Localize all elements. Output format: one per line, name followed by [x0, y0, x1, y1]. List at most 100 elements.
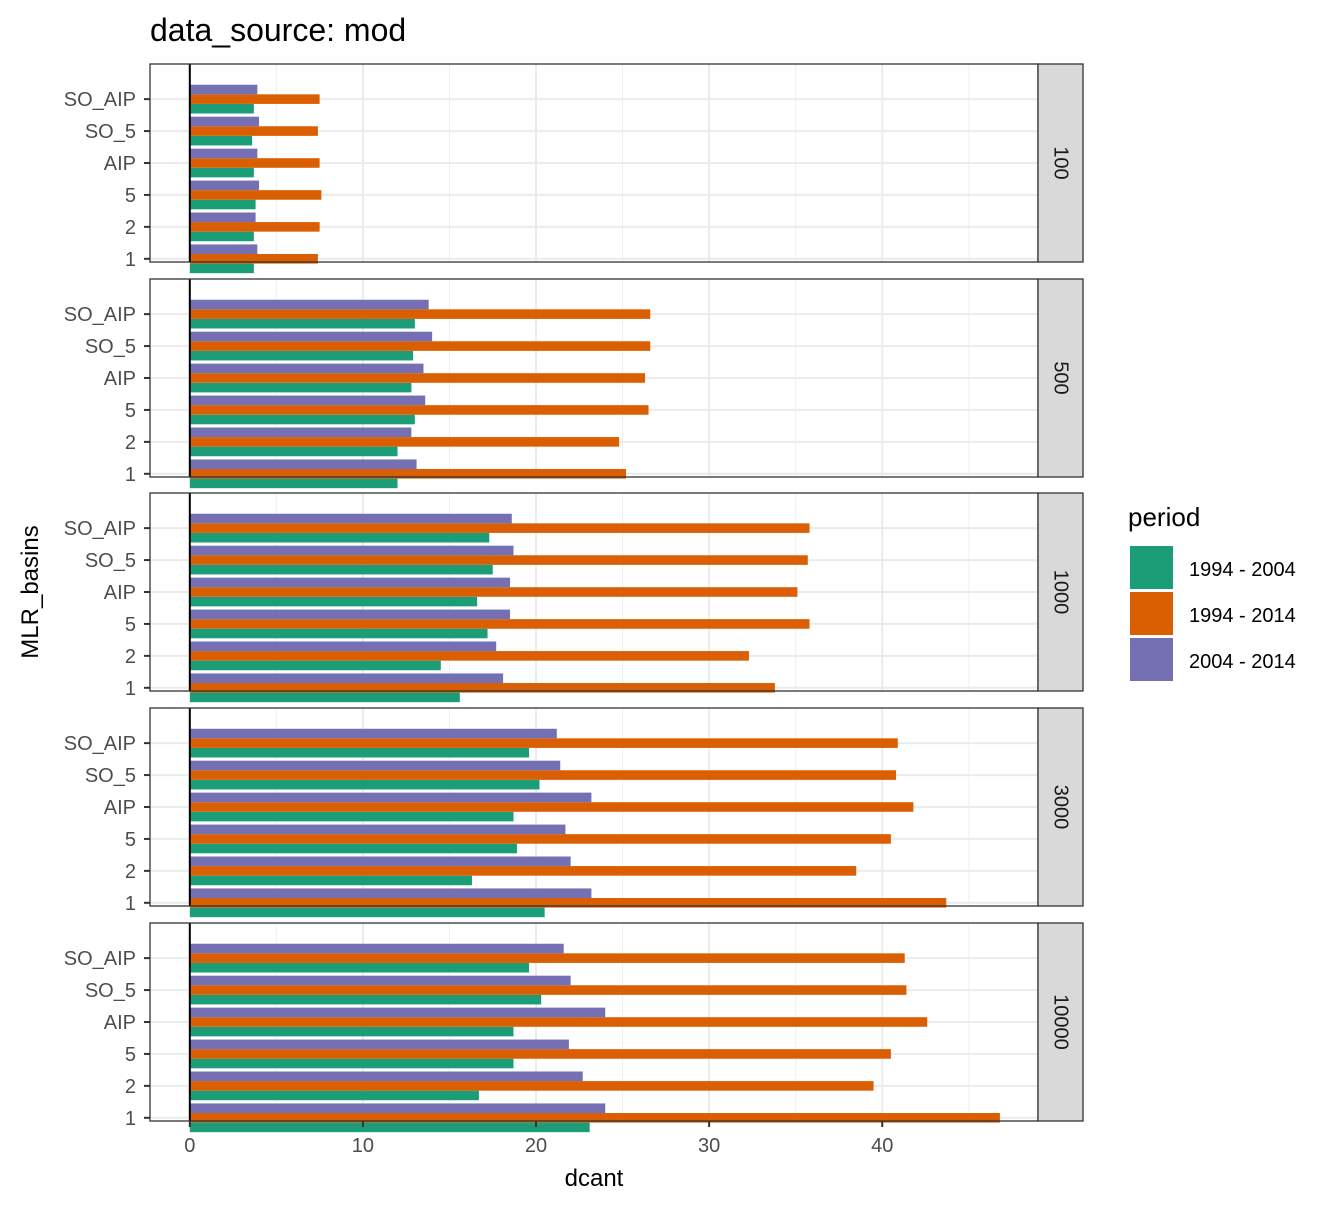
bar-10000-1-1994-2014	[189, 1113, 1000, 1123]
y-tick-label: AIP	[104, 153, 136, 175]
y-axis-label: MLR_basins	[17, 525, 44, 658]
bar-10000-2-1994-2014	[189, 1081, 874, 1091]
bar-1000-2-1994-2014	[189, 651, 749, 661]
bar-3000-so-aip-1994-2004	[189, 747, 530, 758]
x-axis: 0 10 20 30 40	[184, 1121, 893, 1157]
bar-3000-2-2004-2014	[189, 856, 571, 867]
y-tick-label: SO_AIP	[64, 89, 136, 111]
bar-1000-so-5-1994-2014	[189, 555, 808, 565]
bar-3000-2-1994-2004	[189, 875, 472, 886]
y-tick-label: AIP	[104, 582, 136, 604]
bar-500-5-1994-2004	[189, 414, 415, 425]
bar-10000-5-2004-2014	[189, 1039, 569, 1050]
x-tick-label: 30	[698, 1135, 720, 1157]
bar-1000-1-1994-2004	[189, 692, 460, 703]
legend-title: period	[1128, 502, 1200, 532]
bar-1000-so-aip-1994-2004	[189, 532, 490, 543]
bar-1000-aip-1994-2004	[189, 596, 478, 607]
bar-10000-aip-2004-2014	[189, 1007, 606, 1018]
bar-10000-aip-1994-2004	[189, 1026, 514, 1037]
legend-key-1994-2014	[1130, 592, 1173, 635]
bar-1000-2-1994-2004	[189, 660, 441, 671]
bar-500-so-5-1994-2014	[189, 341, 651, 351]
bar-100-5-1994-2014	[189, 190, 322, 200]
bar-100-5-2004-2014	[189, 180, 260, 191]
bar-3000-5-1994-2004	[189, 843, 517, 854]
bar-500-aip-2004-2014	[189, 363, 424, 374]
bar-500-5-2004-2014	[189, 395, 426, 406]
bar-100-so-5-2004-2014	[189, 116, 260, 127]
y-tick-label: 5	[125, 614, 136, 636]
bar-1000-so-aip-1994-2014	[189, 523, 810, 533]
bar-100-so-aip-2004-2014	[189, 84, 258, 95]
y-tick-label: SO_5	[85, 550, 136, 572]
bar-500-aip-1994-2014	[189, 373, 646, 383]
legend-key-1994-2004	[1130, 546, 1173, 589]
bar-500-so-aip-1994-2014	[189, 309, 651, 319]
bar-100-so-aip-1994-2004	[189, 103, 254, 114]
facet-panel-10000: SO_AIP SO_5 AIP 5 2 1 10000	[64, 922, 1084, 1133]
facet-strip-label: 500	[1050, 361, 1072, 394]
bar-10000-so-aip-1994-2004	[189, 962, 530, 973]
y-tick-label: 5	[125, 829, 136, 851]
bar-500-1-1994-2004	[189, 478, 398, 489]
legend-label-1994-2004: 1994 - 2004	[1189, 559, 1296, 581]
bar-500-2-1994-2004	[189, 446, 398, 457]
bar-500-so-aip-2004-2014	[189, 299, 429, 310]
chart-title: data_source: mod	[150, 12, 406, 48]
bar-3000-so-aip-1994-2014	[189, 738, 898, 748]
facet-panel-500: SO_AIP SO_5 AIP 5 2 1 500	[64, 278, 1084, 489]
facet-strip	[1037, 707, 1084, 907]
y-tick-label: SO_5	[85, 765, 136, 787]
bar-1000-5-1994-2004	[189, 628, 488, 639]
bar-10000-1-1994-2004	[189, 1122, 590, 1133]
bar-100-1-1994-2004	[189, 263, 254, 274]
legend-label-2004-2014: 2004 - 2014	[1189, 651, 1296, 673]
y-tick-label: 5	[125, 185, 136, 207]
facet-strip	[1037, 63, 1084, 263]
bar-10000-so-5-2004-2014	[189, 975, 571, 986]
bar-3000-1-1994-2004	[189, 907, 545, 918]
bar-100-so-5-1994-2014	[189, 126, 318, 136]
bar-1000-1-2004-2014	[189, 673, 504, 684]
bar-10000-so-5-1994-2014	[189, 985, 907, 995]
legend: period 1994 - 2004 1994 - 2014 2004 - 2014	[1128, 502, 1296, 681]
bar-100-so-5-1994-2004	[189, 135, 253, 146]
y-tick-label: 2	[125, 217, 136, 239]
bar-10000-so-5-1994-2004	[189, 994, 542, 1005]
bar-100-1-1994-2014	[189, 254, 318, 264]
facet-strip-label: 10000	[1050, 994, 1072, 1050]
facet-panel-100: SO_AIP SO_5 AIP 5 2 1 100	[64, 63, 1084, 274]
bar-1000-so-5-1994-2004	[189, 564, 493, 575]
bar-100-2-2004-2014	[189, 212, 256, 223]
bar-1000-so-5-2004-2014	[189, 545, 514, 556]
bar-10000-2-2004-2014	[189, 1071, 583, 1082]
bar-1000-5-1994-2014	[189, 619, 810, 629]
facet-strip-label: 3000	[1050, 785, 1072, 830]
facet-strip	[1037, 922, 1084, 1122]
y-tick-label: AIP	[104, 368, 136, 390]
y-tick-label: SO_AIP	[64, 518, 136, 540]
x-tick-label: 0	[184, 1135, 195, 1157]
bar-3000-so-5-1994-2014	[189, 770, 897, 780]
bar-100-aip-1994-2014	[189, 158, 320, 168]
y-tick-label: SO_5	[85, 336, 136, 358]
bar-100-so-aip-1994-2014	[189, 94, 320, 104]
bar-1000-aip-1994-2014	[189, 587, 798, 597]
bar-100-aip-2004-2014	[189, 148, 258, 159]
bar-3000-5-2004-2014	[189, 824, 566, 835]
y-tick-label: 2	[125, 646, 136, 668]
x-tick-label: 40	[871, 1135, 893, 1157]
bar-3000-aip-1994-2014	[189, 802, 914, 812]
bar-100-2-1994-2014	[189, 222, 320, 232]
bar-100-aip-1994-2004	[189, 167, 254, 178]
bar-3000-2-1994-2014	[189, 866, 857, 876]
bar-500-1-2004-2014	[189, 459, 417, 470]
bar-1000-5-2004-2014	[189, 609, 511, 620]
facet-strip	[1037, 278, 1084, 478]
bar-500-so-5-1994-2004	[189, 350, 414, 361]
y-tick-label: 2	[125, 432, 136, 454]
bar-1000-1-1994-2014	[189, 683, 775, 693]
x-tick-label: 10	[352, 1135, 374, 1157]
